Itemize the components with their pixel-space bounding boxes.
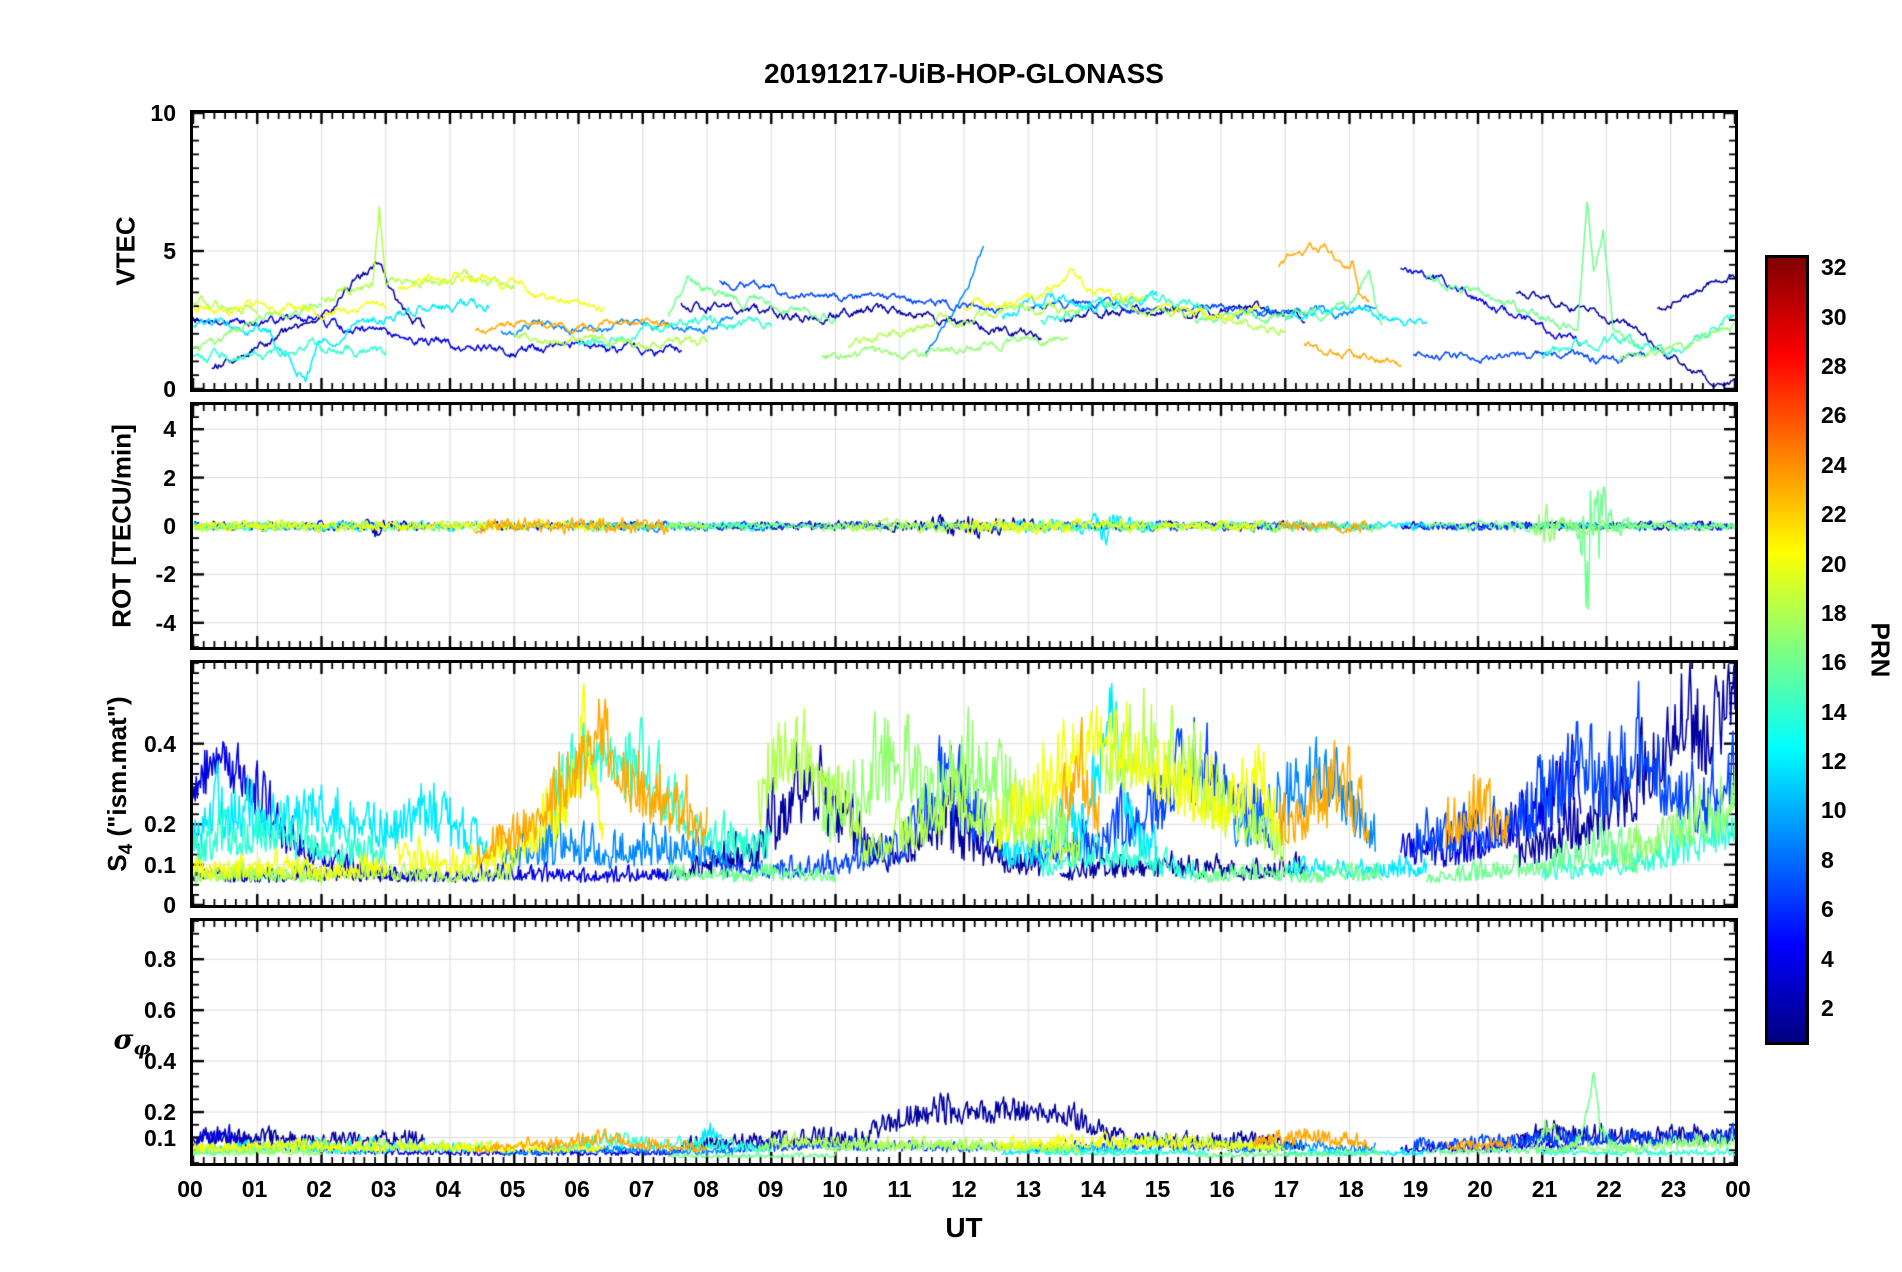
- x-tick-label: 00: [177, 1176, 203, 1202]
- ylabel-sigma-main: σ: [113, 1024, 134, 1056]
- colorbar-tick-label: 32: [1821, 254, 1847, 281]
- y-tick-label: 10: [150, 100, 176, 126]
- x-tick-label: 02: [306, 1176, 332, 1202]
- x-tick-label: 10: [822, 1176, 848, 1202]
- x-tick-label: 20: [1467, 1176, 1493, 1202]
- y-tick-label: 5: [163, 238, 176, 264]
- x-tick-label: 22: [1596, 1176, 1622, 1202]
- panel-vtec: [190, 110, 1738, 392]
- x-tick-label: 17: [1273, 1176, 1300, 1202]
- x-tick-label: 07: [628, 1176, 655, 1202]
- x-tick-label: 00: [1725, 1176, 1751, 1202]
- ylabel-sigma-phi: σφ: [113, 1024, 150, 1059]
- colorbar-tick-label: 12: [1821, 748, 1847, 775]
- colorbar-tick-label: 6: [1821, 896, 1834, 923]
- panel-rot: [190, 402, 1738, 650]
- y-tick-label: -2: [155, 561, 176, 588]
- x-tick-label: 23: [1660, 1176, 1687, 1202]
- colorbar-tick-label: 2: [1821, 994, 1834, 1021]
- colorbar-tick-label: 14: [1821, 698, 1847, 725]
- x-tick-label: 05: [499, 1176, 526, 1202]
- colorbar-tick-label: 22: [1821, 501, 1847, 528]
- panel-sigma-phi: [190, 918, 1738, 1166]
- y-tick-label: 0.2: [144, 811, 176, 838]
- rot-plot-canvas: [193, 405, 1735, 647]
- y-tick-label: 4: [163, 416, 176, 443]
- y-tick-label: 0.8: [144, 946, 176, 973]
- x-tick-label: 19: [1402, 1176, 1429, 1202]
- x-tick-label: 14: [1080, 1176, 1106, 1202]
- colorbar-label: PRN: [1865, 622, 1896, 678]
- y-tick-label: 0: [163, 376, 176, 402]
- colorbar-tick-label: 8: [1821, 846, 1834, 873]
- sigma-phi-plot-canvas: [193, 921, 1735, 1163]
- colorbar-tick-label: 26: [1821, 402, 1847, 429]
- colorbar: [1765, 255, 1809, 1045]
- y-tick-label: 0.1: [144, 1124, 176, 1151]
- x-tick-label: 08: [693, 1176, 719, 1202]
- x-tick-label: 09: [757, 1176, 784, 1202]
- s4-plot-canvas: [193, 663, 1735, 905]
- x-tick-label: 06: [564, 1176, 590, 1202]
- y-tick-label: 2: [163, 464, 176, 491]
- x-tick-label: 15: [1144, 1176, 1171, 1202]
- y-tick-label: 0.2: [144, 1099, 176, 1126]
- colorbar-tick-label: 20: [1821, 550, 1847, 577]
- ylabel-s4: S4 ("ism.mat"): [102, 696, 138, 871]
- x-tick-label: 01: [241, 1176, 268, 1202]
- x-tick-label: 11: [887, 1176, 912, 1202]
- colorbar-tick-label: 24: [1821, 451, 1847, 478]
- x-tick-label: 13: [1015, 1176, 1042, 1202]
- colorbar-tick-label: 10: [1821, 797, 1847, 824]
- ylabel-sigma-sub: φ: [133, 1037, 151, 1060]
- colorbar-tick-label: 30: [1821, 303, 1847, 330]
- panel-s4: [190, 660, 1738, 908]
- x-tick-label: 03: [370, 1176, 397, 1202]
- chart-title: 20191217-UiB-HOP-GLONASS: [764, 58, 1164, 89]
- colorbar-tick-label: 4: [1821, 945, 1834, 972]
- colorbar-tick-label: 16: [1821, 649, 1847, 676]
- x-tick-label: 18: [1338, 1176, 1364, 1202]
- y-tick-label: 0: [163, 513, 176, 539]
- x-tick-label: 12: [951, 1176, 977, 1202]
- x-tick-label: 16: [1209, 1176, 1235, 1202]
- colorbar-gradient: [1768, 258, 1806, 1042]
- y-tick-label: 0.1: [144, 851, 176, 878]
- x-tick-label: 21: [1531, 1176, 1558, 1202]
- x-axis-label: UT: [945, 1212, 983, 1243]
- y-tick-label: 0: [163, 892, 176, 918]
- colorbar-tick-label: 28: [1821, 353, 1847, 380]
- y-tick-label: 0.6: [144, 997, 176, 1024]
- y-tick-label: 0.4: [144, 1048, 176, 1075]
- vtec-plot-canvas: [193, 113, 1735, 389]
- y-tick-label: 0.4: [144, 730, 176, 757]
- colorbar-tick-label: 18: [1821, 599, 1847, 626]
- y-tick-label: -4: [155, 609, 176, 636]
- x-tick-label: 04: [435, 1176, 461, 1202]
